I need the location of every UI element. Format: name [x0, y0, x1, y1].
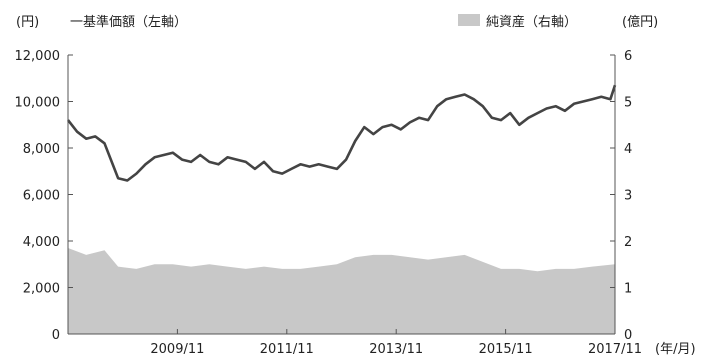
series-area-net-assets: [68, 248, 615, 334]
right-tick-label: 3: [624, 189, 632, 204]
series-line-nav: [66, 84, 617, 182]
x-tick-label: 2011/11: [260, 342, 314, 357]
left-axis-unit: (円): [16, 15, 39, 30]
right-tick-label: 2: [624, 235, 632, 250]
right-tick-label: 1: [624, 282, 632, 297]
left-tick-label: 2,000: [23, 282, 60, 297]
left-tick-label: 6,000: [23, 189, 60, 204]
plot-area: 12,000 10,000 8,000 6,000 4,000 2,000 0 6 5 4 3 2 1 0…: [15, 49, 643, 357]
right-axis-unit-label: (億円): [622, 14, 658, 30]
right-tick-label: 6: [624, 49, 632, 64]
legend-line-label: 一基準価額（左軸）: [70, 14, 187, 30]
x-tick-label: 2017/11: [588, 342, 642, 357]
x-tick-label: 2015/11: [479, 342, 533, 357]
x-tick-label: 2013/11: [369, 342, 423, 357]
right-tick-label: 4: [624, 142, 632, 157]
left-tick-label: 12,000: [15, 49, 61, 64]
right-tick-label: 5: [624, 96, 632, 111]
left-tick-label: 0: [52, 328, 60, 343]
x-axis-unit: (年/月): [655, 342, 696, 357]
legend-area-swatch: [458, 14, 480, 26]
left-tick-label: 10,000: [15, 96, 61, 111]
right-tick-label: 0: [624, 328, 632, 343]
legend-area-label: 純資産（右軸）: [486, 14, 577, 30]
x-tick-label: 2009/11: [150, 342, 204, 357]
left-tick-label: 8,000: [23, 142, 60, 157]
left-tick-label: 4,000: [23, 235, 60, 250]
